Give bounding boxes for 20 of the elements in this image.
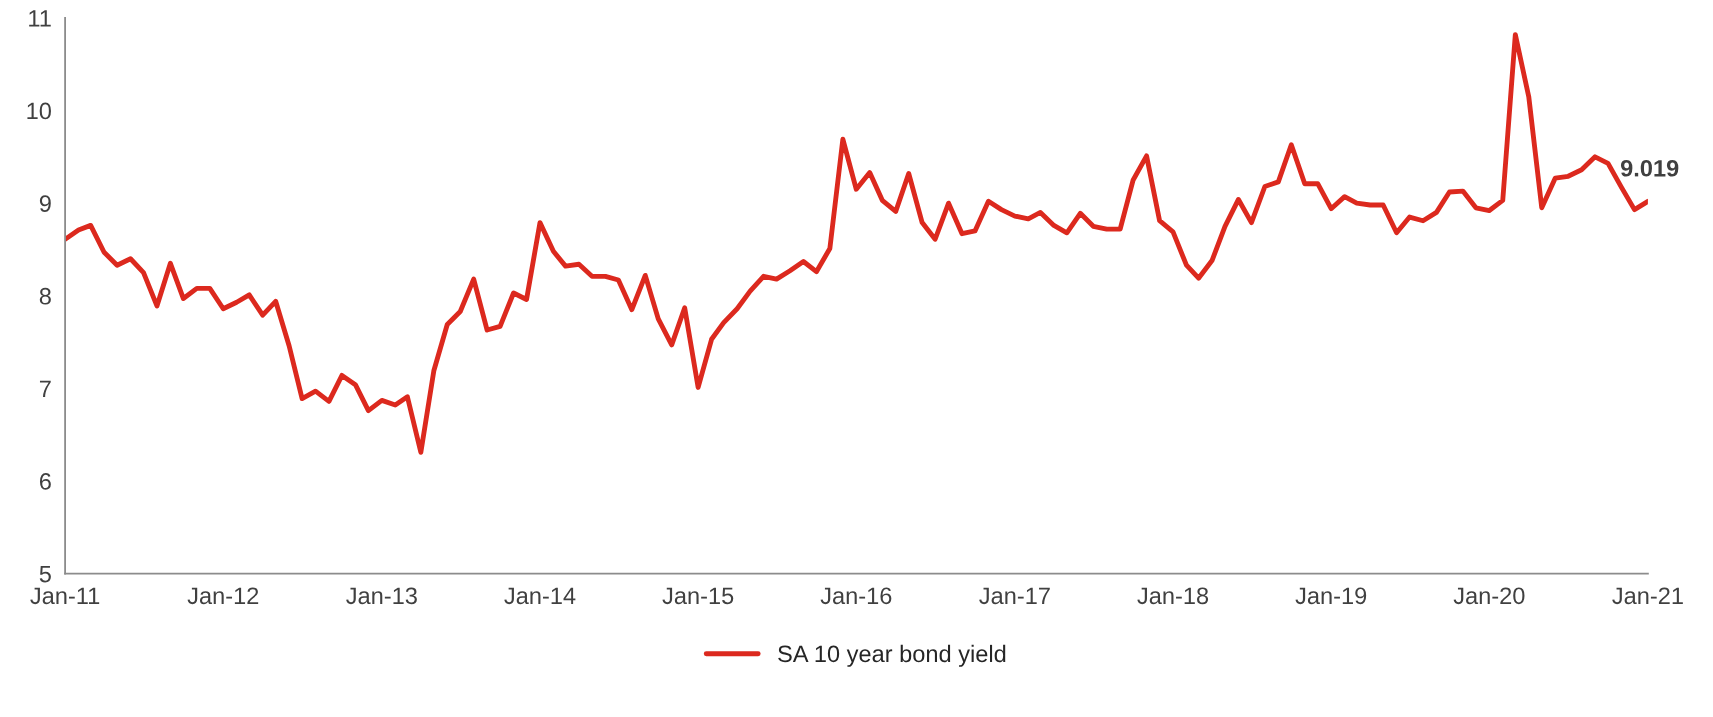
x-tick-label: Jan-13 [346,587,417,605]
x-tick-label: Jan-18 [1137,587,1209,605]
y-tick-label: 7 [39,380,51,397]
y-tick-label: 10 [27,102,51,120]
x-tick-label: Jan-15 [662,587,734,605]
y-tick-label: 9 [39,195,51,212]
data-label: 9.019 [1620,159,1679,177]
y-tick-label: 8 [39,287,51,305]
x-tick-label: Jan-12 [187,587,259,605]
x-tick-label: Jan-20 [1453,587,1525,605]
legend-label: SA 10 year bond yield [778,644,1006,667]
x-tick-label: Jan-14 [504,587,576,605]
y-tick-label: 5 [39,565,51,583]
y-tick-label: 11 [29,10,51,27]
x-tick-label: Jan-19 [1295,587,1367,605]
y-tick-label: 6 [39,473,51,490]
x-tick-label: Jan-17 [979,587,1050,605]
x-tick-label: Jan-21 [1612,587,1683,605]
x-tick-label: Jan-16 [820,587,892,605]
x-tick-label: Jan-11 [30,587,100,605]
